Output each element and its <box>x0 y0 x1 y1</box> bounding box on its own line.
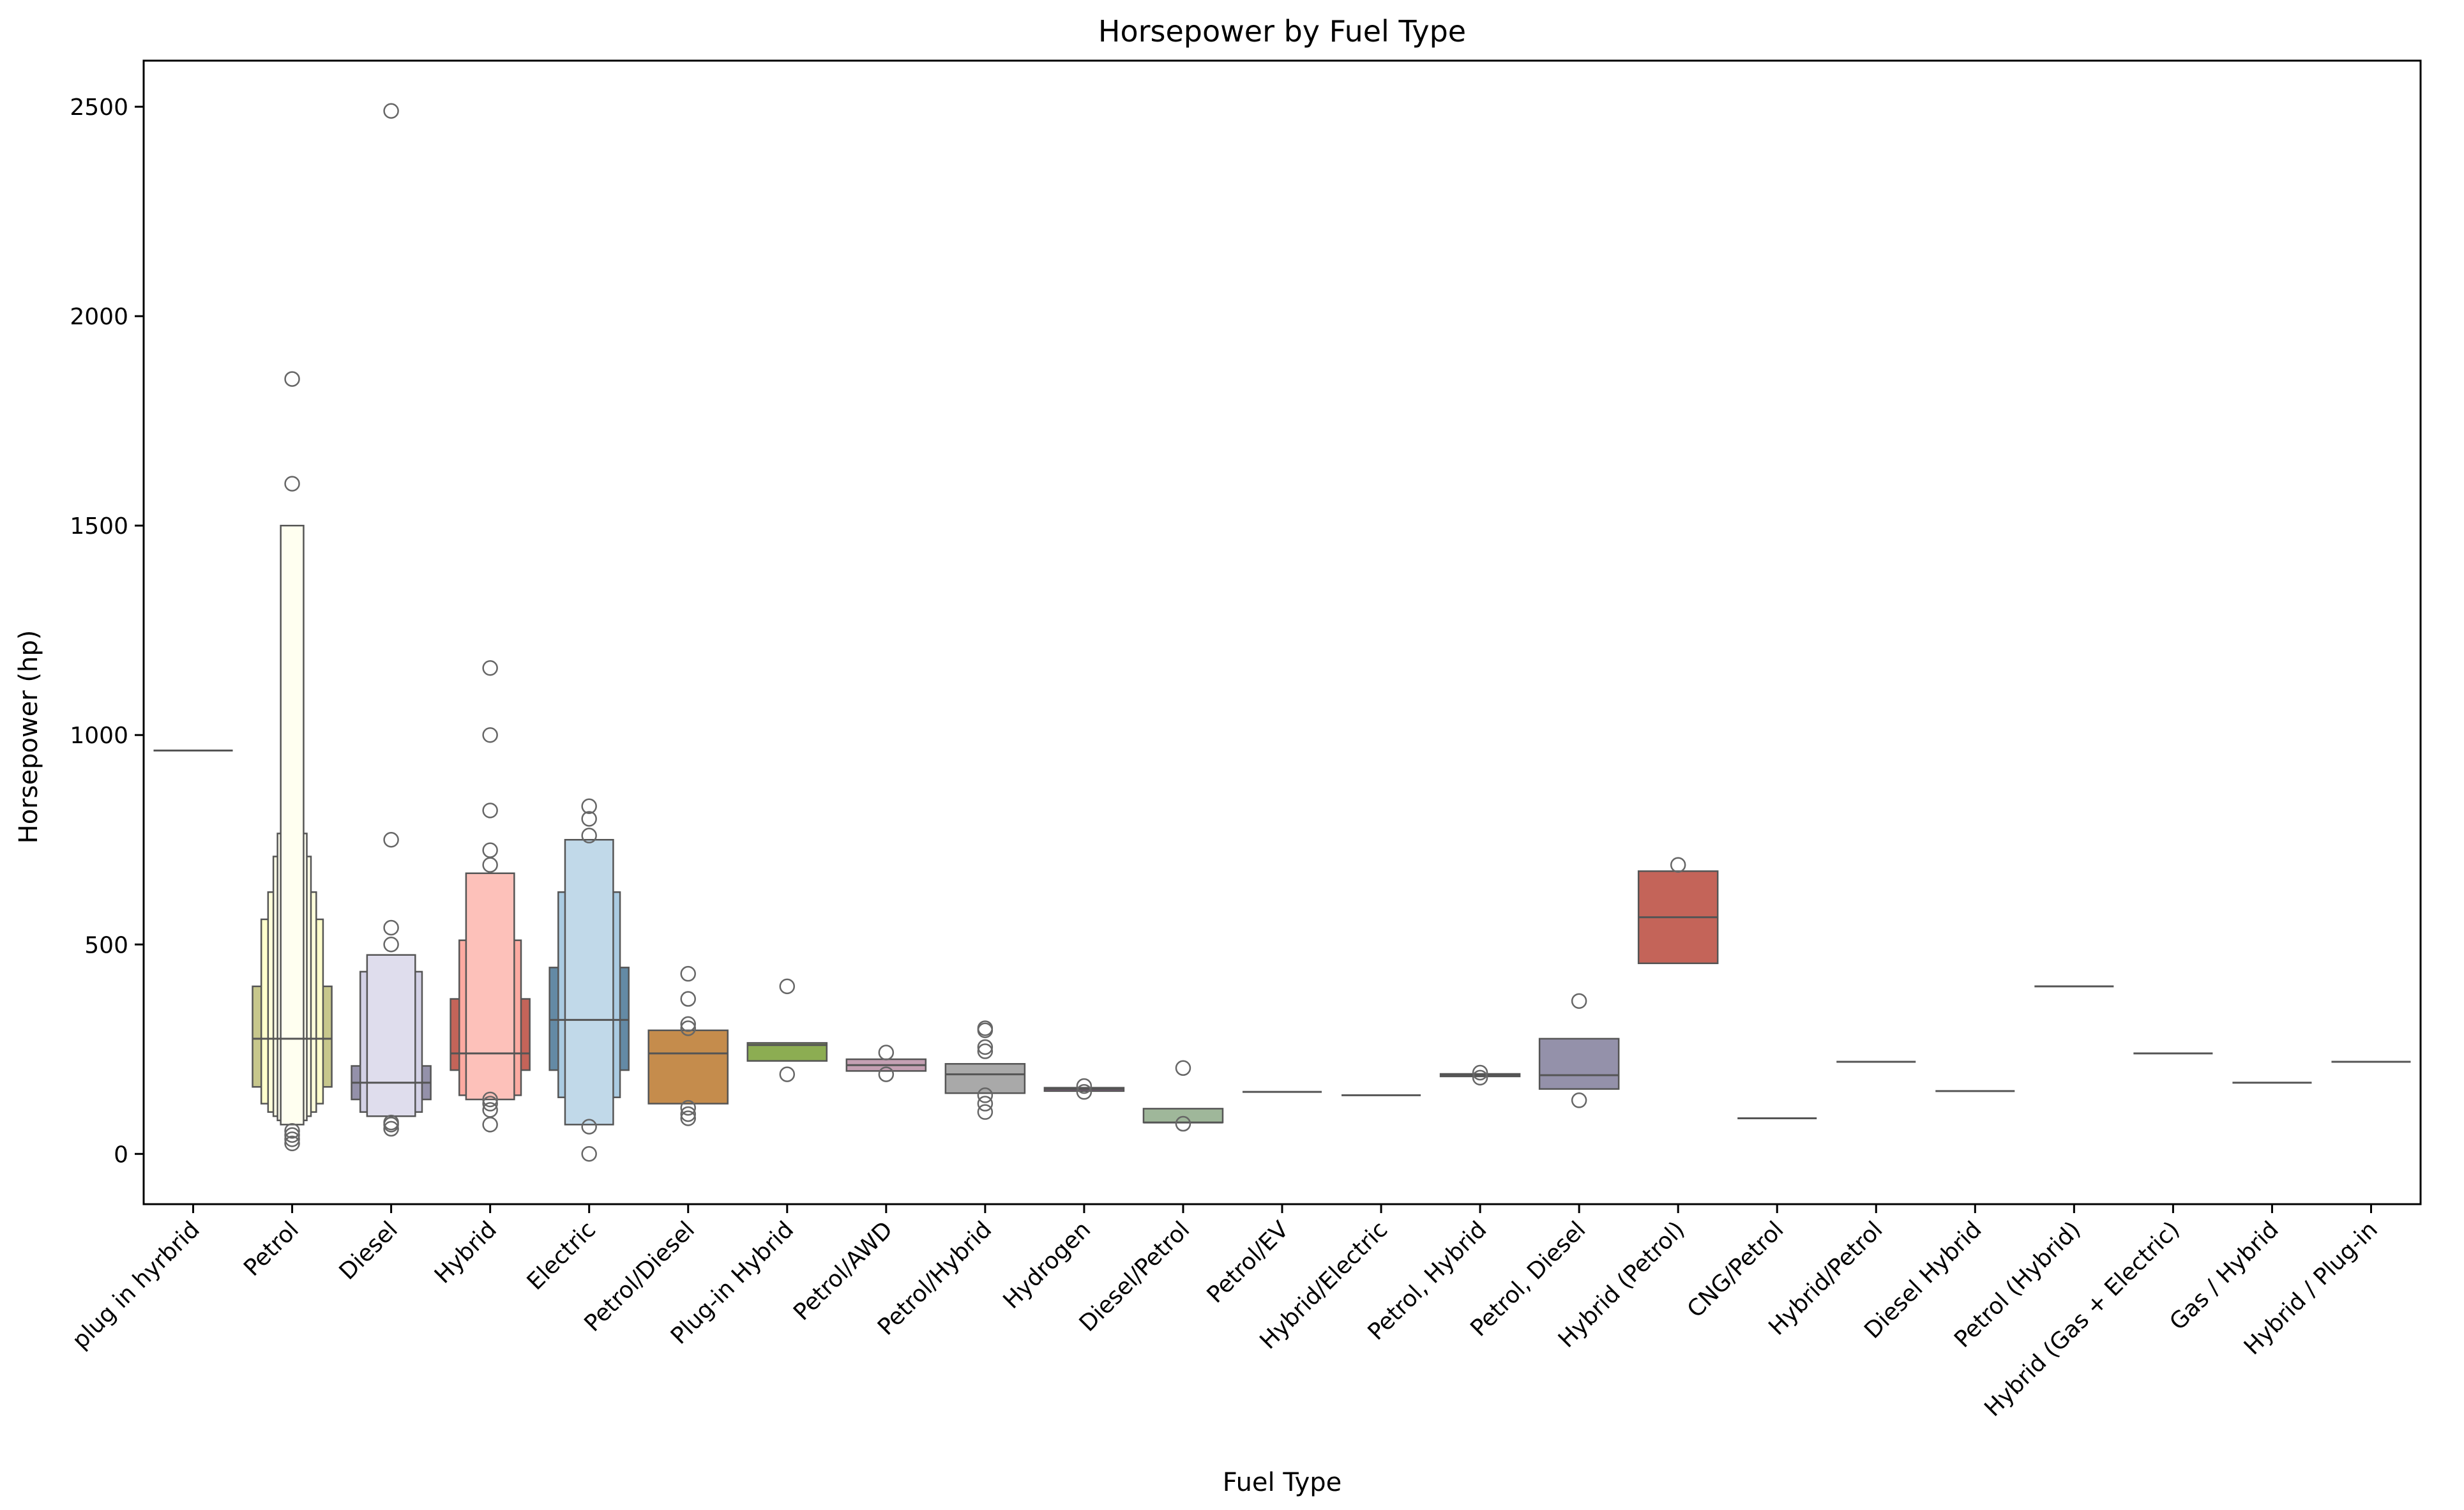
outlier-point <box>1175 1060 1191 1076</box>
outlier-point <box>284 1122 300 1139</box>
outlier-point <box>779 1066 796 1082</box>
outlier-point <box>977 1043 994 1059</box>
series-15 <box>1637 857 1719 965</box>
box-level <box>1142 1108 1224 1124</box>
chart-title: Horsepower by Fuel Type <box>1098 14 1466 49</box>
outlier-point <box>977 1020 994 1036</box>
outlier-point <box>1670 857 1686 873</box>
outlier-point <box>581 1146 597 1162</box>
outlier-point <box>383 1121 399 1137</box>
x-axis-label: Fuel Type <box>1223 1468 1342 1497</box>
y-tick-label: 2000 <box>70 304 128 330</box>
box-level <box>280 524 305 1126</box>
outlier-point <box>581 827 597 843</box>
box-level <box>647 1029 729 1105</box>
outlier-point <box>1076 1083 1092 1100</box>
outlier-point <box>680 1106 696 1122</box>
outlier-point <box>383 103 399 119</box>
box-level <box>366 954 416 1117</box>
outlier-point <box>482 803 498 819</box>
y-tick-label: 2500 <box>70 94 128 121</box>
box-level <box>564 838 614 1126</box>
outlier-point <box>1472 1069 1488 1086</box>
series-13 <box>1439 1064 1521 1086</box>
outlier-point <box>1472 1064 1488 1081</box>
y-axis: 0 500 1000 1500 2000 2500 <box>70 94 144 1168</box>
outlier-point <box>581 811 597 827</box>
outlier-point <box>482 842 498 858</box>
series-10 <box>1142 1060 1224 1132</box>
series-14 <box>1538 993 1620 1108</box>
outlier-point <box>977 1096 994 1112</box>
outlier-point <box>482 1102 498 1118</box>
outlier-point <box>284 1131 300 1147</box>
outlier-point <box>383 831 399 848</box>
outlier-point <box>482 1091 498 1108</box>
outlier-point <box>383 919 399 936</box>
y-tick-label: 1000 <box>70 723 128 749</box>
outlier-point <box>482 1096 498 1112</box>
series-9 <box>1043 1078 1125 1100</box>
outlier-point <box>284 476 300 492</box>
outlier-point <box>1175 1115 1191 1132</box>
outlier-point <box>581 1119 597 1135</box>
outlier-point <box>1571 993 1587 1009</box>
series-4 <box>548 798 630 1162</box>
series-7 <box>845 1045 927 1082</box>
outlier-point <box>878 1045 895 1061</box>
outlier-point <box>383 1114 399 1131</box>
outlier-point <box>878 1066 895 1082</box>
outlier-point <box>977 1039 994 1055</box>
box-level <box>465 872 515 1101</box>
y-tick-label: 1500 <box>70 513 128 540</box>
box-level <box>1538 1038 1620 1090</box>
outlier-point <box>680 1016 696 1032</box>
outlier-point <box>680 1099 696 1116</box>
series-6 <box>746 978 828 1082</box>
outlier-point <box>1571 1092 1587 1108</box>
outlier-point <box>284 371 300 387</box>
plot-area <box>153 103 2411 1162</box>
y-tick-label: 0 <box>114 1142 128 1168</box>
series-2 <box>351 103 432 1137</box>
outlier-point <box>383 937 399 953</box>
outlier-point <box>581 798 597 815</box>
outlier-point <box>680 1110 696 1126</box>
series-5 <box>647 965 729 1126</box>
outlier-point <box>482 660 498 676</box>
outlier-point <box>482 727 498 743</box>
outlier-point <box>680 1020 696 1036</box>
outlier-point <box>779 978 796 995</box>
y-axis-label: Horsepower (hp) <box>14 630 43 844</box>
outlier-point <box>977 1087 994 1103</box>
outlier-point <box>977 1104 994 1120</box>
series-1 <box>252 371 333 1152</box>
outlier-point <box>1076 1078 1092 1094</box>
series-3 <box>450 660 531 1133</box>
series-8 <box>944 1020 1026 1120</box>
outlier-point <box>680 965 696 982</box>
outlier-point <box>284 1127 300 1144</box>
outlier-point <box>680 991 696 1007</box>
outlier-point <box>284 1135 300 1152</box>
y-tick-label: 500 <box>84 932 128 958</box>
